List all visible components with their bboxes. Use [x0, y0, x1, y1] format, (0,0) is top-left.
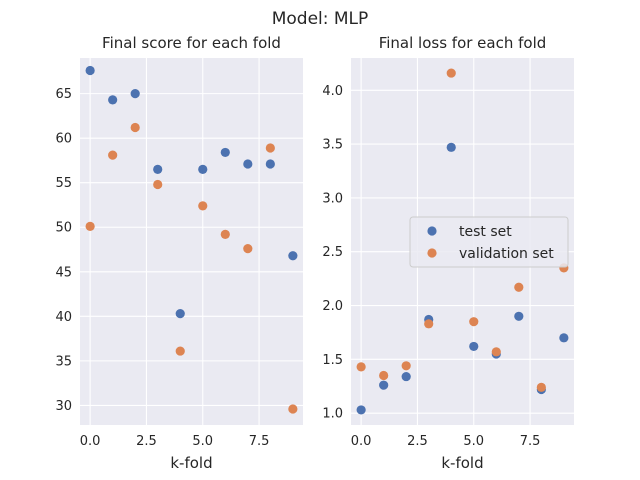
validation-point: [108, 150, 118, 160]
test-point: [108, 95, 118, 105]
validation-point: [491, 347, 501, 357]
validation-point: [469, 317, 479, 327]
x-axis-label: k-fold: [441, 454, 483, 472]
validation-point: [265, 143, 275, 153]
score-subplot: 0.0 2.5 5.0 7.5 30 35 40 45 50 55 60 65 Final score …: [55, 34, 303, 472]
test-point: [469, 341, 479, 352]
validation-point: [220, 229, 230, 239]
test-point: [514, 311, 524, 321]
test-point: [379, 380, 389, 390]
legend-label-validation: validation set: [459, 246, 554, 262]
validation-point: [288, 404, 298, 414]
y-tick-label: 40: [55, 310, 72, 325]
validation-point: [379, 370, 389, 381]
legend-label-test: test set: [459, 224, 512, 240]
y-tick-label: 4.0: [322, 84, 343, 99]
y-tick-label: 3.5: [322, 138, 343, 153]
y-tick-label: 65: [55, 87, 72, 102]
test-point: [198, 164, 208, 174]
validation-point: [243, 244, 253, 254]
validation-point: [446, 68, 456, 78]
legend-marker-validation: [427, 248, 437, 258]
validation-point: [424, 319, 434, 329]
y-tick-label: 60: [55, 132, 72, 147]
test-point: [265, 159, 275, 169]
x-tick-label: 5.0: [463, 434, 484, 449]
subplot-title: Final loss for each fold: [379, 34, 547, 52]
loss-subplot: 0.0 2.5 5.0 7.5 1.0 1.5 2.0 2.5 3.0 3.5 4.0 Final l…: [322, 34, 574, 472]
validation-point: [85, 221, 95, 231]
test-point: [288, 251, 298, 261]
y-tick-label: 55: [55, 176, 72, 191]
test-point: [153, 164, 163, 174]
legend-marker-test: [427, 226, 437, 236]
y-tick-label: 3.0: [322, 191, 343, 206]
y-tick-label: 45: [55, 265, 72, 280]
y-tick-label: 2.5: [322, 245, 343, 260]
y-tick-label: 1.0: [322, 407, 343, 422]
test-point: [401, 371, 411, 382]
x-tick-label: 7.5: [249, 434, 270, 449]
figure-title: Model: MLP: [272, 9, 369, 29]
test-point: [356, 405, 366, 415]
validation-point: [536, 382, 546, 392]
y-tick-label: 50: [55, 221, 72, 236]
x-tick-label: 2.5: [136, 434, 157, 449]
plot-area: [80, 58, 303, 425]
x-axis-label: k-fold: [170, 454, 212, 472]
test-point: [220, 147, 230, 158]
test-point: [130, 89, 140, 99]
y-tick-label: 2.0: [322, 299, 343, 314]
subplot-title: Final score for each fold: [102, 34, 281, 52]
y-tick-label: 35: [55, 354, 72, 369]
test-point: [85, 65, 95, 76]
test-point: [559, 333, 569, 343]
y-tick-label: 30: [55, 399, 72, 414]
x-tick-label: 5.0: [192, 434, 213, 449]
validation-point: [401, 361, 411, 371]
validation-point: [175, 346, 185, 356]
validation-point: [153, 179, 163, 190]
validation-point: [198, 201, 208, 211]
validation-point: [356, 362, 366, 372]
test-point: [243, 159, 253, 169]
validation-point: [130, 122, 140, 133]
x-tick-label: 7.5: [520, 434, 541, 449]
x-tick-label: 2.5: [407, 434, 428, 449]
x-tick-label: 0.0: [351, 434, 372, 449]
test-point: [175, 309, 185, 319]
x-tick-label: 0.0: [80, 434, 101, 449]
y-tick-label: 1.5: [322, 353, 343, 368]
legend-box: [409, 216, 569, 268]
test-point: [446, 142, 456, 152]
validation-point: [514, 282, 524, 292]
